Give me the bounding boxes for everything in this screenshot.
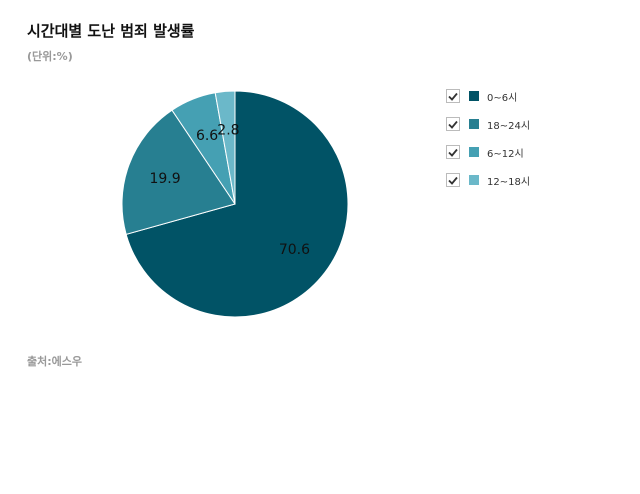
legend-label: 12~18시 [487, 176, 531, 188]
pie-slice-label-1: 19.9 [149, 171, 180, 187]
legend-item-0[interactable]: 0~6시 [446, 88, 530, 104]
legend-label: 18~24시 [487, 120, 531, 132]
pie-slice-label-0: 70.6 [279, 242, 310, 258]
legend-checkbox[interactable] [446, 145, 460, 159]
legend-swatch [469, 119, 479, 129]
legend-item-3[interactable]: 12~18시 [446, 172, 530, 188]
unit-label: (단위:%) [27, 50, 73, 63]
legend-checkbox[interactable] [446, 117, 460, 131]
legend-checkbox[interactable] [446, 89, 460, 103]
legend-item-2[interactable]: 6~12시 [446, 144, 530, 160]
legend-swatch [469, 91, 479, 101]
pie-slice-3[interactable] [214, 90, 236, 205]
legend-swatch [469, 175, 479, 185]
checkmark-icon [448, 148, 458, 157]
pie-slice-1[interactable] [121, 109, 236, 235]
checkmark-icon [448, 176, 458, 185]
legend-label: 0~6시 [487, 92, 518, 104]
legend-item-1[interactable]: 18~24시 [446, 116, 530, 132]
legend-checkbox[interactable] [446, 173, 460, 187]
legend: 0~6시 18~24시 6~12시 12~18시 [446, 88, 530, 200]
source-label: 출처:에스우 [27, 355, 82, 368]
chart-title: 시간대별 도난 범죄 발생률 [27, 22, 195, 40]
checkmark-icon [448, 120, 458, 129]
checkmark-icon [448, 92, 458, 101]
legend-swatch [469, 147, 479, 157]
pie-slice-label-2: 6.6 [196, 128, 218, 144]
pie-slice-0[interactable] [125, 90, 349, 318]
legend-label: 6~12시 [487, 148, 524, 160]
pie-slice-label-3: 2.8 [217, 123, 239, 139]
